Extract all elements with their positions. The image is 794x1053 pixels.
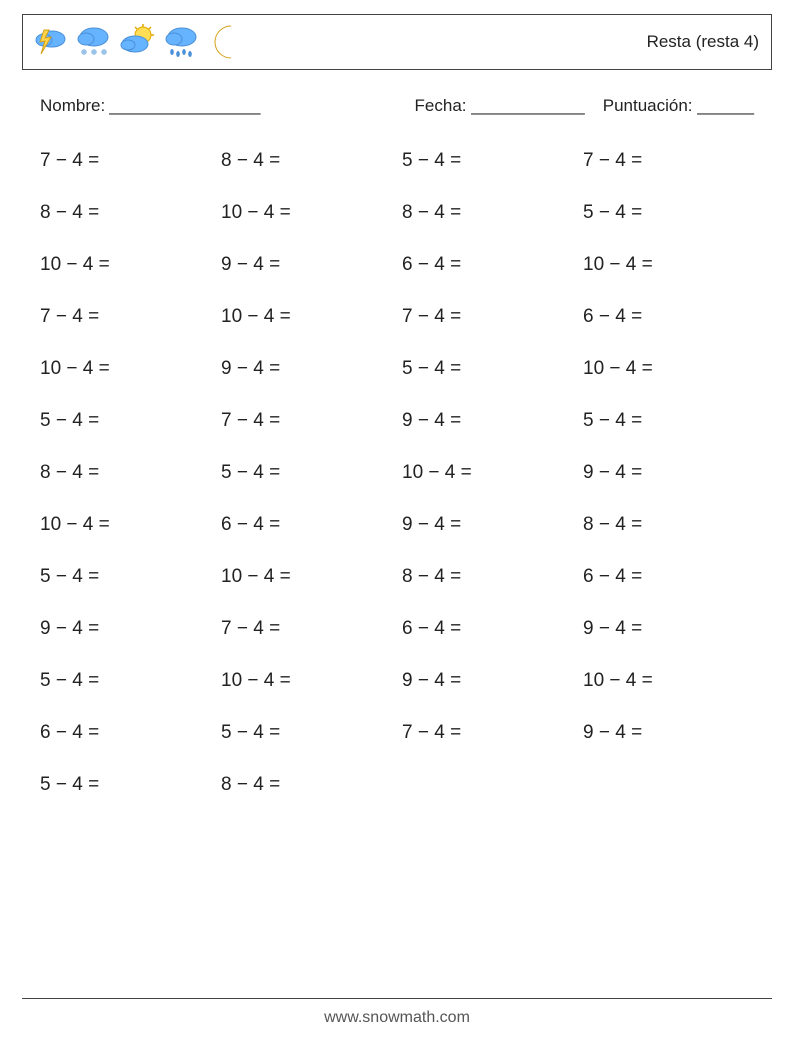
problem-cell: 8 − 4 =	[402, 202, 573, 224]
header-box: Resta (resta 4)	[22, 14, 772, 70]
problem-cell: 5 − 4 =	[40, 774, 211, 796]
name-label: Nombre:	[40, 96, 105, 116]
problem-cell: 5 − 4 =	[40, 410, 211, 432]
problem-cell: 7 − 4 =	[221, 410, 392, 432]
problem-cell: 5 − 4 =	[583, 202, 754, 224]
problem-cell: 10 − 4 =	[40, 254, 211, 276]
problem-cell: 10 − 4 =	[583, 670, 754, 692]
problem-cell: 5 − 4 =	[402, 150, 573, 172]
moon-icon	[205, 21, 247, 63]
meta-row: Nombre: ________________ Fecha: ________…	[40, 96, 754, 116]
problem-cell: 10 − 4 =	[583, 358, 754, 380]
problem-cell: 6 − 4 =	[583, 566, 754, 588]
problem-cell: 6 − 4 =	[221, 514, 392, 536]
problem-cell: 6 − 4 =	[402, 254, 573, 276]
problem-cell: 10 − 4 =	[40, 358, 211, 380]
problem-cell: 10 − 4 =	[402, 462, 573, 484]
problem-cell: 7 − 4 =	[40, 150, 211, 172]
problem-cell: 5 − 4 =	[40, 566, 211, 588]
problem-cell: 8 − 4 =	[402, 566, 573, 588]
problem-cell: 10 − 4 =	[583, 254, 754, 276]
problem-cell: 6 − 4 =	[583, 306, 754, 328]
problem-cell: 9 − 4 =	[402, 670, 573, 692]
snow-cloud-icon	[73, 21, 115, 63]
date-label: Fecha:	[415, 96, 467, 115]
problem-cell: 9 − 4 =	[221, 254, 392, 276]
problem-cell: 7 − 4 =	[583, 150, 754, 172]
problem-cell: 5 − 4 =	[40, 670, 211, 692]
problem-cell: 8 − 4 =	[583, 514, 754, 536]
problem-cell: 5 − 4 =	[402, 358, 573, 380]
problem-cell: 10 − 4 =	[221, 670, 392, 692]
score-blank: ______	[697, 96, 754, 115]
lightning-cloud-icon	[29, 21, 71, 63]
problem-cell: 5 − 4 =	[221, 462, 392, 484]
footer-url: www.snowmath.com	[0, 1009, 794, 1027]
problem-cell: 8 − 4 =	[40, 462, 211, 484]
problem-cell: 9 − 4 =	[583, 618, 754, 640]
problem-cell: 5 − 4 =	[583, 410, 754, 432]
problem-cell: 10 − 4 =	[40, 514, 211, 536]
problem-cell: 6 − 4 =	[40, 722, 211, 744]
problem-cell: 8 − 4 =	[221, 150, 392, 172]
sun-cloud-icon	[117, 21, 159, 63]
problem-cell: 10 − 4 =	[221, 566, 392, 588]
score-label: Puntuación:	[603, 96, 693, 115]
rain-cloud-icon	[161, 21, 203, 63]
problem-cell: 10 − 4 =	[221, 306, 392, 328]
problems-grid: 7 − 4 = 8 − 4 = 5 − 4 = 7 − 4 = 8 − 4 = 10 − …	[40, 150, 754, 796]
problem-cell: 9 − 4 =	[402, 514, 573, 536]
date-blank: ____________	[471, 96, 584, 115]
problem-cell: 9 − 4 =	[402, 410, 573, 432]
problem-cell: 10 − 4 =	[221, 202, 392, 224]
problem-cell: 7 − 4 =	[402, 306, 573, 328]
problem-cell: 6 − 4 =	[402, 618, 573, 640]
problem-cell: 8 − 4 =	[40, 202, 211, 224]
problem-cell: 7 − 4 =	[40, 306, 211, 328]
name-blank: ________________	[109, 96, 260, 116]
problem-cell: 9 − 4 =	[40, 618, 211, 640]
problem-cell: 5 − 4 =	[221, 722, 392, 744]
problem-cell: 7 − 4 =	[402, 722, 573, 744]
footer-divider	[22, 998, 772, 999]
problem-cell: 9 − 4 =	[221, 358, 392, 380]
problem-cell: 9 − 4 =	[583, 722, 754, 744]
worksheet-title: Resta (resta 4)	[647, 32, 759, 52]
header-icons	[29, 21, 247, 63]
problem-cell: 9 − 4 =	[583, 462, 754, 484]
problem-cell: 8 − 4 =	[221, 774, 392, 796]
problem-cell: 7 − 4 =	[221, 618, 392, 640]
